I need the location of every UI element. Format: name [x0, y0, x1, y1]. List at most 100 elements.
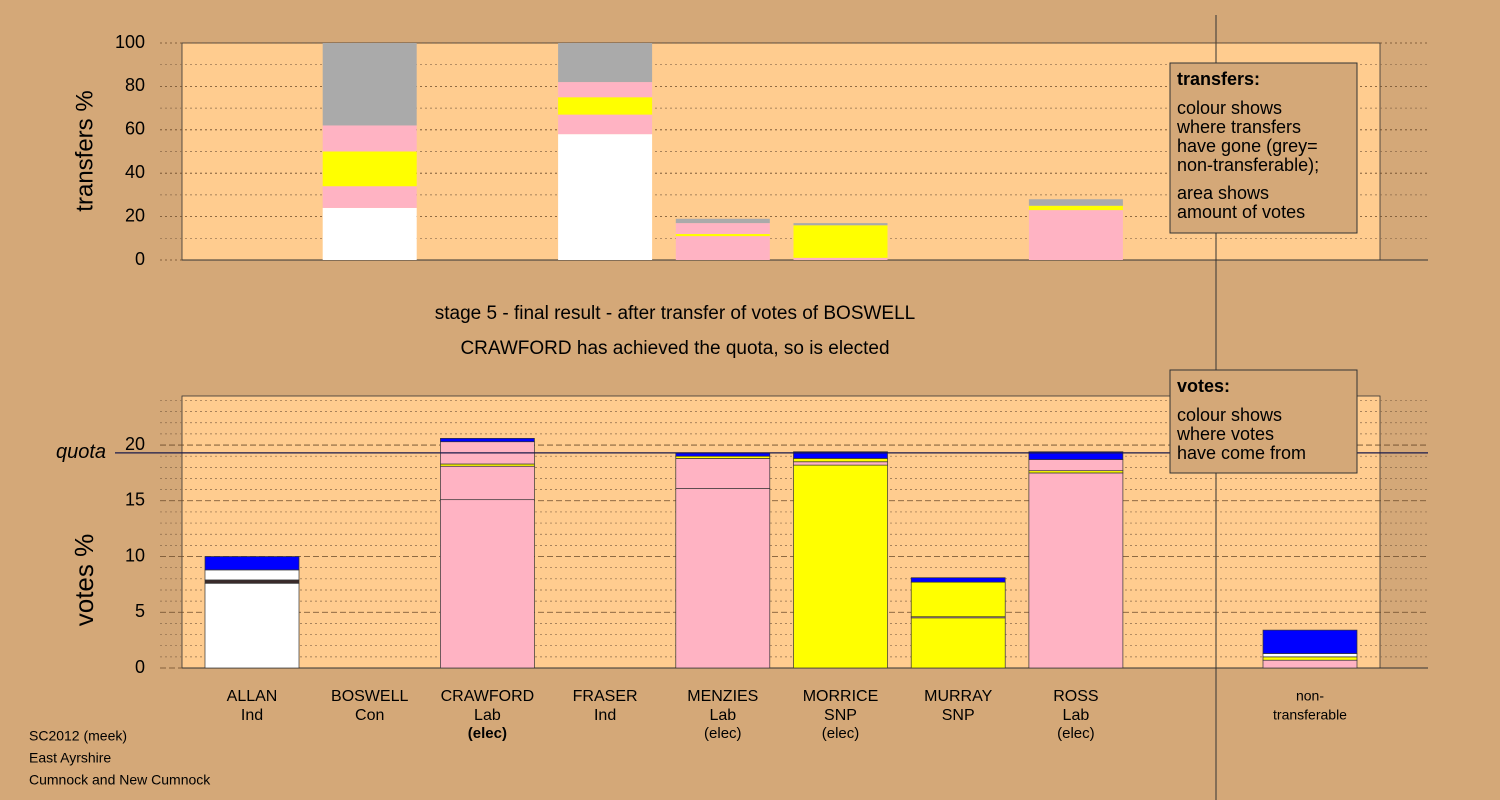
bar-segment	[322, 207, 417, 260]
y-tick-label: 80	[125, 75, 145, 95]
bar-segment	[1028, 451, 1124, 460]
party-label: Lab	[474, 707, 501, 724]
bar-segment	[322, 43, 417, 126]
bar-segment	[204, 579, 300, 584]
bar-segment	[204, 569, 300, 581]
bar-segment	[1262, 656, 1358, 661]
x-tick-label: ALLAN	[227, 688, 278, 705]
x-tick-label: non-	[1296, 688, 1324, 704]
x-tick-label: BOSWELL	[331, 688, 408, 705]
legend-text: amount of votes	[1177, 202, 1305, 222]
y-tick-label: 0	[135, 249, 145, 269]
status-label: (elec)	[468, 725, 507, 742]
bar-segment	[558, 82, 653, 98]
bar-segment	[204, 556, 300, 571]
status-label: (elec)	[704, 725, 742, 742]
y-tick-label: 20	[125, 434, 145, 454]
party-label: SNP	[824, 707, 857, 724]
stage-text: CRAWFORD has achieved the quota, so is e…	[460, 338, 889, 359]
legend-text: where transfers	[1176, 117, 1301, 137]
bar-segment	[793, 458, 888, 463]
bar-segment	[1028, 459, 1124, 472]
bar-segment	[675, 223, 770, 234]
y-tick-label: 20	[125, 205, 145, 225]
y-tick-label: 5	[135, 601, 145, 621]
x-tick-label: FRASER	[573, 688, 638, 705]
bar-segment	[1262, 653, 1358, 658]
bar-segment	[793, 223, 888, 226]
bar-segment	[1262, 659, 1358, 669]
legend-text: area shows	[1177, 183, 1269, 203]
legend-box	[1169, 369, 1358, 474]
bar-segment	[558, 97, 653, 115]
y-tick-label: 60	[125, 119, 145, 139]
legend-text: colour shows	[1177, 405, 1282, 425]
bar-segment	[1028, 210, 1123, 260]
status-label: (elec)	[1057, 725, 1095, 742]
legend-title: votes:	[1177, 376, 1230, 396]
bar-segment	[1262, 629, 1358, 654]
x-tick-label: ROSS	[1053, 688, 1098, 705]
bar-segment	[675, 236, 770, 260]
bar-segment	[793, 257, 888, 260]
bar-segment	[1028, 205, 1123, 211]
bar-segment	[558, 43, 653, 83]
bar-segment	[793, 225, 888, 258]
legend-title: transfers:	[1177, 69, 1260, 89]
x-tick-label: MORRICE	[803, 688, 879, 705]
stage-text: stage 5 - final result - after transfer …	[435, 303, 915, 324]
x-tick-label: CRAWFORD	[441, 688, 535, 705]
bar-segment	[910, 577, 1006, 583]
bar-segment	[322, 125, 417, 152]
bar-segment	[204, 582, 300, 669]
bar-segment	[675, 458, 771, 489]
bar-segment	[675, 218, 770, 224]
bar-segment	[558, 114, 653, 135]
bar-segment	[675, 488, 771, 669]
y-tick-label: 0	[135, 657, 145, 677]
marks	[204, 43, 1358, 669]
legend-text: colour shows	[1177, 98, 1282, 118]
party-label: Ind	[594, 707, 616, 724]
party-label: Ind	[241, 707, 263, 724]
bar-segment	[440, 465, 535, 501]
y-tick-label: 100	[115, 32, 145, 52]
x-tick-label: MURRAY	[924, 688, 992, 705]
y-tick-label: 10	[125, 545, 145, 565]
y-axis-label: votes %	[69, 534, 99, 627]
x-tick-label: MENZIES	[687, 688, 758, 705]
status-label: (elec)	[822, 725, 860, 742]
footer: East Ayrshire	[29, 750, 111, 766]
bar-segment	[1028, 472, 1124, 669]
party-label: Lab	[1063, 707, 1090, 724]
bar-segment	[440, 499, 535, 669]
legend-text: non-transferable);	[1177, 155, 1319, 175]
bar-segment	[793, 451, 888, 459]
bar-segment	[793, 464, 888, 669]
legend-text: have gone (grey=	[1177, 136, 1318, 156]
bar-segment	[910, 581, 1006, 618]
party-label: transferable	[1273, 707, 1347, 723]
bar-segment	[793, 461, 888, 466]
legend-box	[1169, 62, 1358, 234]
bar-segment	[440, 438, 535, 443]
bar-segment	[322, 186, 417, 208]
bar-segment	[322, 151, 417, 187]
legend-text: have come from	[1177, 443, 1306, 463]
party-label: Con	[355, 707, 384, 724]
bar-segment	[558, 134, 653, 260]
y-axis-label: transfers %	[71, 90, 98, 211]
bar-segment	[910, 617, 1006, 669]
party-label: Lab	[709, 707, 736, 724]
quota-label: quota	[56, 441, 106, 463]
y-tick-label: 40	[125, 162, 145, 182]
bar-segment	[1028, 199, 1123, 206]
y-tick-label: 15	[125, 490, 145, 510]
legend-text: where votes	[1176, 424, 1274, 444]
footer: SC2012 (meek)	[29, 728, 127, 744]
footer: Cumnock and New Cumnock	[29, 772, 211, 788]
bar-segment	[675, 233, 770, 237]
party-label: SNP	[942, 707, 975, 724]
